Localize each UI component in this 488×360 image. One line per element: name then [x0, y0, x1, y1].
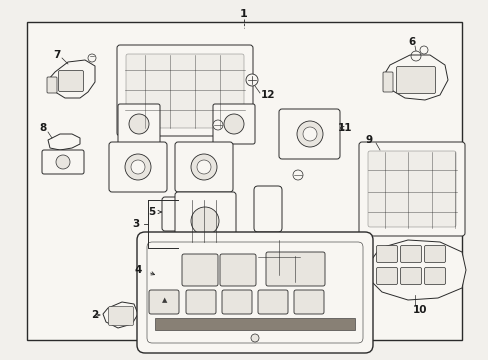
Polygon shape: [48, 134, 80, 150]
FancyBboxPatch shape: [118, 104, 160, 144]
FancyBboxPatch shape: [220, 254, 256, 286]
FancyBboxPatch shape: [175, 142, 232, 192]
Circle shape: [191, 154, 217, 180]
Text: 5: 5: [148, 207, 155, 217]
Text: 7: 7: [53, 50, 61, 60]
FancyBboxPatch shape: [424, 246, 445, 262]
Circle shape: [197, 160, 210, 174]
Circle shape: [129, 114, 149, 134]
FancyBboxPatch shape: [108, 306, 133, 325]
FancyBboxPatch shape: [182, 254, 218, 286]
FancyBboxPatch shape: [185, 290, 216, 314]
Bar: [27, 22, 461, 340]
FancyBboxPatch shape: [382, 72, 392, 92]
Circle shape: [125, 154, 151, 180]
FancyBboxPatch shape: [400, 246, 421, 262]
Circle shape: [303, 127, 316, 141]
FancyBboxPatch shape: [424, 267, 445, 284]
Circle shape: [191, 207, 219, 235]
Text: 2: 2: [91, 310, 99, 320]
Text: 8: 8: [40, 123, 46, 133]
FancyBboxPatch shape: [293, 290, 324, 314]
Polygon shape: [103, 302, 138, 328]
Text: 1: 1: [240, 9, 247, 19]
Polygon shape: [48, 60, 95, 98]
Circle shape: [245, 74, 258, 86]
Circle shape: [296, 121, 323, 147]
Circle shape: [213, 120, 223, 130]
FancyBboxPatch shape: [59, 71, 83, 91]
Polygon shape: [158, 252, 254, 308]
FancyBboxPatch shape: [175, 192, 236, 250]
FancyBboxPatch shape: [279, 109, 339, 159]
Circle shape: [88, 54, 96, 62]
FancyBboxPatch shape: [258, 290, 287, 314]
FancyBboxPatch shape: [376, 267, 397, 284]
FancyBboxPatch shape: [117, 45, 252, 136]
Text: 6: 6: [407, 37, 415, 47]
FancyBboxPatch shape: [367, 151, 455, 227]
FancyBboxPatch shape: [170, 260, 244, 300]
FancyBboxPatch shape: [253, 186, 282, 232]
FancyBboxPatch shape: [47, 77, 57, 93]
FancyBboxPatch shape: [162, 197, 182, 231]
FancyBboxPatch shape: [149, 290, 179, 314]
Polygon shape: [383, 55, 447, 100]
FancyBboxPatch shape: [222, 290, 251, 314]
Text: 10: 10: [412, 305, 427, 315]
Text: 3: 3: [132, 219, 140, 229]
FancyBboxPatch shape: [213, 104, 254, 144]
Text: ▲: ▲: [162, 297, 167, 303]
Circle shape: [250, 334, 259, 342]
FancyBboxPatch shape: [265, 252, 325, 286]
Circle shape: [131, 160, 145, 174]
Bar: [155, 318, 354, 330]
FancyBboxPatch shape: [109, 142, 167, 192]
FancyBboxPatch shape: [254, 237, 303, 278]
FancyBboxPatch shape: [137, 232, 372, 353]
Polygon shape: [367, 240, 465, 300]
Text: 4: 4: [134, 265, 142, 275]
FancyBboxPatch shape: [358, 142, 464, 236]
Circle shape: [292, 170, 303, 180]
FancyBboxPatch shape: [396, 67, 435, 94]
Text: 9: 9: [365, 135, 372, 145]
FancyBboxPatch shape: [400, 267, 421, 284]
Bar: [190, 250, 202, 258]
Text: 12: 12: [260, 90, 275, 100]
FancyBboxPatch shape: [42, 150, 84, 174]
FancyBboxPatch shape: [376, 246, 397, 262]
Text: 11: 11: [337, 123, 351, 133]
FancyBboxPatch shape: [126, 54, 244, 128]
Circle shape: [56, 155, 70, 169]
Circle shape: [224, 114, 244, 134]
